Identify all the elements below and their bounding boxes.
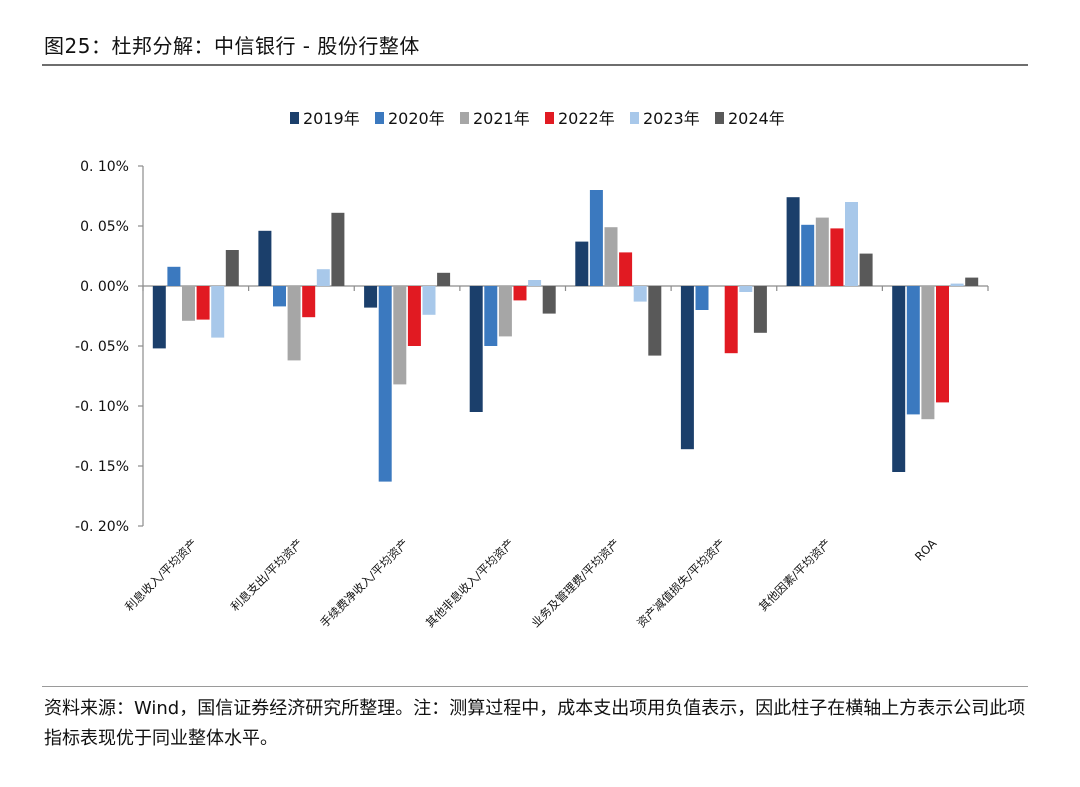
bar — [739, 286, 753, 292]
legend-label: 2020年 — [388, 109, 445, 128]
bar — [167, 266, 181, 286]
bar — [469, 286, 483, 412]
bar — [182, 286, 195, 321]
y-tick-label: -0. 05% — [75, 339, 129, 355]
bar-series — [152, 190, 979, 482]
bar — [498, 286, 512, 337]
bar — [695, 286, 709, 310]
bar — [225, 250, 239, 286]
source-divider — [42, 686, 1028, 687]
bar — [211, 286, 225, 338]
bar — [801, 224, 815, 286]
bar — [437, 272, 451, 286]
bar — [936, 286, 949, 403]
x-tick-label: 资产减值损失/平均资产 — [634, 536, 728, 630]
bar — [484, 286, 498, 346]
bar — [316, 269, 330, 286]
x-tick-label: 利息收入/平均资产 — [122, 536, 200, 614]
bar — [753, 286, 767, 333]
x-tick-label: ROA — [912, 536, 939, 563]
title-divider — [42, 64, 1028, 66]
legend-swatch — [630, 112, 639, 124]
y-tick-label: -0. 15% — [75, 459, 129, 475]
bar — [859, 253, 873, 286]
legend-label: 2019年 — [303, 109, 360, 128]
x-axis-labels: 利息收入/平均资产 利息支出/平均资产 手续费净收入/平均资产 其他非息收入/平均资产… — [122, 536, 939, 630]
bar — [378, 286, 392, 482]
legend-swatch — [715, 112, 724, 124]
legend-label: 2022年 — [558, 109, 615, 128]
y-tick-label: -0. 20% — [75, 519, 129, 535]
bar — [724, 286, 738, 354]
x-tick-label: 其他非息收入/平均资产 — [423, 536, 517, 630]
bar — [528, 280, 542, 286]
x-tick-label: 手续费净收入/平均资产 — [317, 536, 411, 630]
x-tick-label: 利息支出/平均资产 — [228, 536, 306, 614]
bar — [287, 286, 301, 361]
bar — [152, 286, 166, 349]
bar — [950, 283, 964, 286]
bar — [331, 212, 345, 286]
bar — [513, 286, 527, 301]
y-tick-label: 0. 10% — [80, 159, 129, 175]
bar — [542, 286, 556, 314]
bar — [407, 286, 421, 346]
bar — [258, 230, 272, 286]
y-tick-label: -0. 10% — [75, 399, 129, 415]
bar — [892, 286, 906, 472]
bar — [422, 286, 436, 315]
bar — [273, 286, 286, 307]
bar — [619, 252, 633, 286]
y-tick-label: 0. 05% — [80, 219, 129, 235]
legend-swatch — [375, 112, 384, 124]
legend-label: 2024年 — [728, 109, 785, 128]
bar — [786, 197, 800, 286]
bar — [302, 286, 316, 318]
bar — [906, 286, 920, 415]
chart-legend: 2019年 2020年 2021年 2022年 2023年 2024年 — [290, 109, 785, 128]
bar — [648, 286, 662, 356]
bar — [196, 286, 210, 320]
bar — [604, 227, 618, 286]
bar — [575, 241, 589, 286]
legend-swatch — [290, 112, 299, 124]
y-tick-label: 0. 00% — [80, 279, 129, 295]
legend-swatch — [460, 112, 469, 124]
legend-label: 2021年 — [473, 109, 530, 128]
bar — [815, 217, 829, 286]
figure-title: 图25：杜邦分解：中信银行 - 股份行整体 — [44, 34, 420, 58]
bar — [364, 286, 378, 308]
bar — [845, 202, 858, 286]
x-tick-label: 其他因素/平均资产 — [756, 536, 834, 614]
bar-chart: 2019年 2020年 2021年 2022年 2023年 2024年 0. 10% 0. … — [75, 109, 989, 630]
bar — [393, 286, 407, 385]
legend-label: 2023年 — [643, 109, 700, 128]
source-note: 资料来源：Wind，国信证券经济研究所整理。注：测算过程中，成本支出项用负值表示… — [44, 698, 1026, 749]
bar — [680, 286, 694, 450]
bar — [830, 228, 844, 286]
bar — [921, 286, 935, 420]
bar — [589, 190, 603, 286]
x-tick-label: 业务及管理费/平均资产 — [528, 536, 622, 630]
bar — [633, 286, 647, 302]
legend-swatch — [545, 112, 554, 124]
bar — [965, 277, 979, 286]
